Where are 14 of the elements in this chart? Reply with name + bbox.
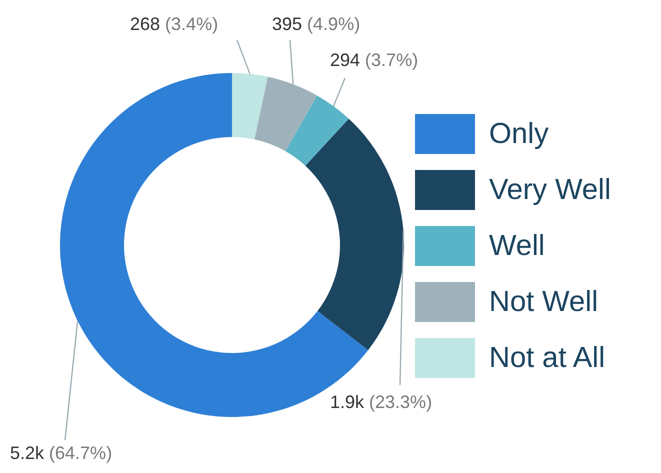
legend-label: Not at All — [489, 342, 606, 374]
data-label: 1.9k (23.3%) — [330, 392, 432, 412]
donut-slice — [60, 73, 368, 417]
data-label: 268 (3.4%) — [130, 14, 218, 34]
donut-slice — [285, 95, 349, 166]
legend-label: Very Well — [489, 174, 611, 206]
legend-label: Only — [489, 118, 549, 150]
donut-slice — [232, 73, 268, 140]
data-label: 294 (3.7%) — [330, 50, 418, 70]
donut-slice — [305, 118, 404, 350]
data-label: 5.2k (64.7%) — [10, 443, 112, 463]
legend-label: Not Well — [489, 286, 598, 318]
data-label: 395 (4.9%) — [272, 14, 360, 34]
legend-label: Well — [489, 230, 545, 262]
